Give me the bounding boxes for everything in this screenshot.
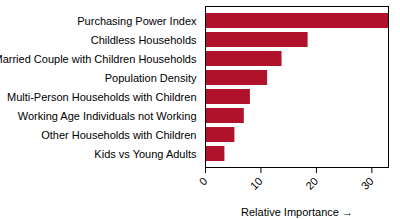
svg-text:Other Households with Children: Other Households with Children bbox=[41, 129, 196, 141]
svg-text:Childless Households: Childless Households bbox=[91, 34, 197, 46]
svg-text:Working Age Individuals not Wo: Working Age Individuals not Working bbox=[18, 110, 197, 122]
svg-text:20: 20 bbox=[303, 175, 320, 192]
svg-text:Multi-Person Households with C: Multi-Person Households with Children bbox=[7, 91, 197, 103]
svg-text:0: 0 bbox=[197, 175, 210, 188]
svg-text:30: 30 bbox=[359, 175, 376, 192]
svg-text:Relative Importance →: Relative Importance → bbox=[241, 206, 353, 218]
svg-text:Population Density: Population Density bbox=[105, 72, 197, 84]
svg-text:Purchasing Power Index: Purchasing Power Index bbox=[77, 15, 197, 27]
svg-text:Kids vs Young Adults: Kids vs Young Adults bbox=[94, 148, 197, 160]
svg-text:Married Couple with Children H: Married Couple with Children Households bbox=[0, 53, 197, 65]
svg-text:10: 10 bbox=[248, 175, 265, 192]
